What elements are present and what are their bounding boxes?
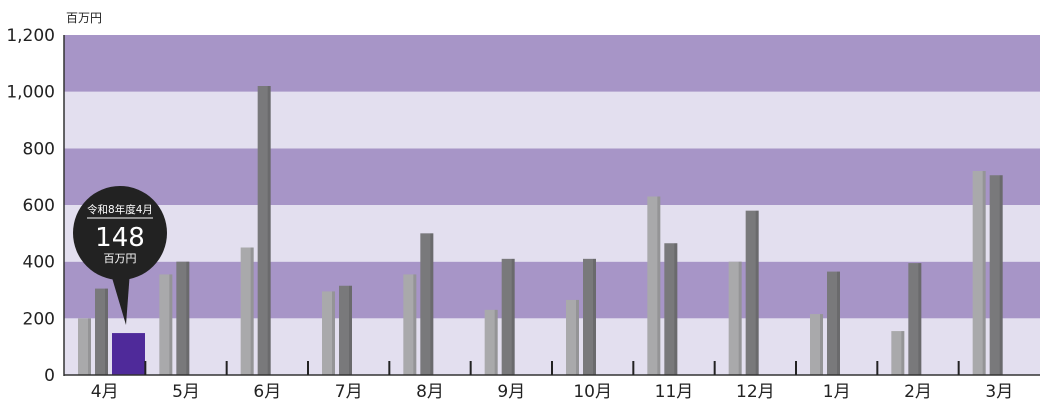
bars-layer: [78, 86, 1003, 375]
bar-shade: [837, 271, 840, 375]
x-tick-label: 12月: [736, 382, 775, 401]
y-tick-label: 800: [23, 139, 55, 159]
y-tick-label: 600: [23, 196, 55, 216]
x-tick-label: 7月: [335, 382, 363, 401]
bar-shade: [999, 175, 1003, 375]
bar-series-1: [159, 274, 173, 375]
x-tick-label: 3月: [985, 382, 1013, 401]
y-tick-label: 200: [23, 309, 55, 329]
bar-shade: [593, 258, 596, 375]
bar-series-2: [745, 210, 759, 375]
bar-shade: [738, 261, 742, 375]
bar-shade: [88, 318, 91, 375]
callout-value: 148: [95, 223, 145, 253]
bar-shade: [820, 314, 823, 375]
bar-series-1: [566, 299, 579, 375]
bar-series-1: [240, 247, 254, 375]
bar-shade: [430, 233, 434, 375]
x-tick-label: 1月: [823, 382, 851, 401]
y-tick-label: 400: [23, 253, 55, 273]
bar-series-1: [322, 291, 335, 375]
background-bands: [64, 35, 1040, 375]
bar-shade: [982, 171, 986, 375]
bar-series-1: [972, 171, 986, 375]
bar-series-1: [484, 309, 498, 375]
x-tick-label: 8月: [416, 382, 444, 401]
bar-shade: [413, 274, 417, 375]
bar-shade: [267, 86, 271, 375]
bar-shade: [332, 291, 335, 375]
bar-shade: [494, 309, 498, 375]
bar-series-1: [810, 314, 823, 375]
callout-circle: [73, 186, 167, 280]
bar-series-1: [647, 196, 661, 375]
x-tick-label: 4月: [91, 382, 119, 401]
bar-series-2: [827, 271, 840, 375]
bar-shade: [105, 288, 108, 375]
background-band: [64, 91, 1040, 149]
bar-shade: [250, 247, 254, 375]
x-tick-label: 5月: [172, 382, 200, 401]
bar-series-1: [728, 261, 742, 375]
bar-series-2: [257, 86, 271, 375]
bar-series-2: [420, 233, 434, 375]
y-tick-label: 1,200: [6, 26, 55, 46]
background-band: [64, 205, 1040, 262]
bar-series-2: [989, 175, 1003, 375]
y-tick-label: 0: [44, 366, 55, 386]
bar-series-1: [78, 318, 91, 375]
bar-shade: [918, 263, 922, 375]
callout-period-label: 令和8年度4月: [87, 203, 153, 216]
bar-shade: [349, 285, 352, 375]
background-band: [64, 35, 1040, 92]
callout-unit: 百万円: [104, 252, 137, 265]
y-axis-unit-label: 百万円: [66, 11, 102, 25]
bar-shade: [169, 274, 173, 375]
bar-series-2: [339, 285, 352, 375]
bar-shade: [674, 243, 678, 375]
bar-shade: [755, 210, 759, 375]
bar-highlight-current: [112, 333, 145, 375]
bar-series-2: [664, 243, 678, 375]
bar-series-2: [501, 258, 515, 375]
bar-shade: [186, 261, 190, 375]
bar-series-2: [95, 288, 108, 375]
bar-series-2: [908, 263, 922, 375]
bar-series-1: [403, 274, 417, 375]
axis-layer: 0 200 400 600 800 1,000 1,200 4月 5月 6月 7月 8月 9月 10月 11…: [6, 26, 1040, 401]
x-tick-label: 9月: [497, 382, 525, 401]
x-tick-label: 11月: [655, 382, 694, 401]
bar-series-1: [891, 331, 905, 375]
y-tick-label: 1,000: [6, 83, 55, 103]
bar-series-2: [583, 258, 596, 375]
bar-series-2: [176, 261, 190, 375]
x-tick-label: 2月: [904, 382, 932, 401]
callout-pointer: [110, 271, 130, 325]
bar-shade: [511, 258, 515, 375]
bar-shade: [657, 196, 661, 375]
x-tick-label: 6月: [253, 382, 281, 401]
x-tick-label: 10月: [573, 382, 612, 401]
background-band: [64, 148, 1040, 205]
bar-shade: [901, 331, 905, 375]
background-band: [64, 261, 1040, 319]
bar-shade: [576, 299, 579, 375]
